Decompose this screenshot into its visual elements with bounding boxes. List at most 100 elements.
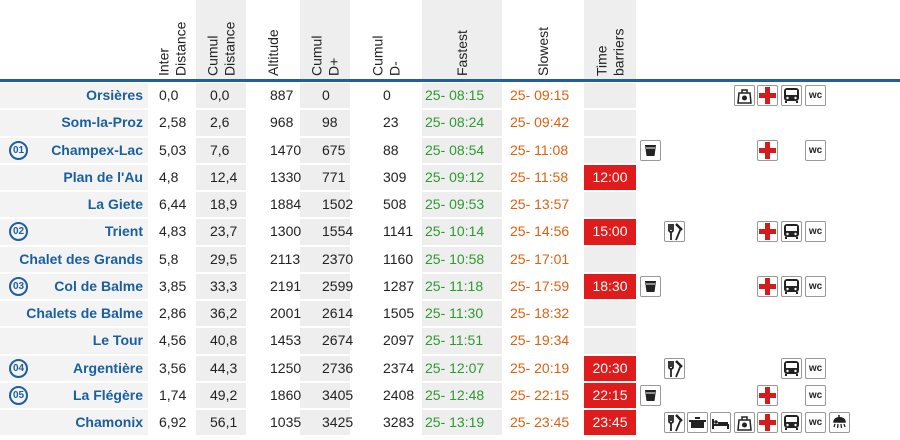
dplus: 2674 [322, 332, 354, 349]
dplus: 3405 [322, 386, 354, 403]
cell-bg [248, 301, 298, 327]
cell-bg [504, 246, 582, 272]
cell-bg [422, 382, 502, 408]
dplus: 2736 [322, 359, 354, 376]
time-barrier: 22:15 [584, 382, 636, 408]
slowest: 25- 14:56 [510, 223, 570, 240]
cell-bg [584, 301, 636, 327]
altitude: 968 [270, 114, 294, 131]
cell-bg [150, 410, 194, 436]
cell-bg [504, 410, 582, 436]
row: 05 La Flégère 1,74 49,2 1860 3405 2408 25- 12:4… [0, 382, 900, 410]
header-rule [0, 79, 900, 82]
icon-bus [781, 412, 802, 433]
icon-bus [781, 275, 802, 297]
fastest: 25- 09:53 [425, 196, 485, 212]
cell-bg [196, 219, 246, 245]
column-header: Slowest [535, 27, 551, 76]
icon-cross [757, 412, 778, 433]
dminus: 1505 [383, 305, 415, 321]
cumul: 23,7 [210, 223, 238, 240]
cell-bg [196, 110, 246, 136]
cell-bg [300, 355, 350, 381]
waypoint-name: Argentière [72, 359, 143, 376]
waypoint-name: Orsières [86, 87, 143, 103]
cell-bg [504, 301, 582, 327]
cell-bg [196, 164, 246, 190]
row: 01 Champex-Lac 5,03 7,6 1470 675 88 25- 08:54 25… [0, 137, 900, 165]
waypoint-name: Trient [104, 223, 143, 240]
row: Orsières 0,0 0,0 887 0 0 25- 08:15 25- 09:15 wc [0, 83, 900, 110]
inter: 4,56 [159, 332, 187, 349]
cell-bg [422, 192, 502, 218]
cell-bg [352, 110, 420, 136]
cell-bg [150, 219, 194, 245]
dminus: 2374 [383, 359, 415, 376]
fastest: 25- 10:58 [425, 250, 485, 267]
time-barrier: 18:30 [584, 273, 636, 299]
cumul: 7,6 [210, 141, 230, 158]
icon-bag [734, 85, 755, 106]
row: Chalets de Balme 2,86 36,2 2001 2614 1505 25- … [0, 301, 900, 328]
cell-bg [584, 83, 636, 109]
dminus: 0 [383, 87, 391, 103]
cumul: 29,5 [210, 250, 238, 267]
cell-bg [504, 83, 582, 109]
altitude: 2001 [270, 305, 302, 321]
column-header: Cumul [370, 36, 386, 76]
cell-bg [352, 164, 420, 190]
cell-bg [196, 246, 246, 272]
cell-bg [352, 382, 420, 408]
cumul: 40,8 [210, 332, 238, 349]
cell-bg [0, 246, 148, 272]
cell-bg [584, 110, 636, 136]
cell-bg [422, 355, 502, 381]
cell-bg [504, 164, 582, 190]
dminus: 3283 [383, 414, 415, 430]
dminus: 88 [383, 141, 399, 158]
column-header: Altitude [265, 29, 281, 76]
slowest: 25- 11:08 [510, 141, 569, 158]
column-header: Cumul [205, 36, 221, 76]
cumul: 18,9 [210, 196, 238, 212]
altitude: 1884 [270, 196, 302, 212]
waypoint-name: Le Tour [92, 332, 143, 349]
cell-bg [352, 192, 420, 218]
waypoint-name: Champex-Lac [51, 141, 143, 158]
row: Le Tour 4,56 40,8 1453 2674 2097 25- 11:51 25- … [0, 328, 900, 355]
dminus: 508 [383, 196, 407, 212]
column-header: Distance [173, 21, 189, 76]
cell-bg [150, 328, 194, 354]
cell-bg [0, 110, 148, 136]
inter: 2,58 [159, 114, 187, 131]
cell-bg [196, 410, 246, 436]
cell-bg [422, 328, 502, 354]
cell-bg [300, 83, 350, 109]
waypoint-badge: 03 [9, 276, 28, 296]
dminus: 2408 [383, 386, 415, 403]
dminus: 1287 [383, 277, 415, 294]
cell-bg [196, 137, 246, 163]
cell-bg [248, 83, 298, 109]
column-header: Cumul [309, 36, 325, 76]
fastest: 25- 11:51 [425, 332, 484, 349]
slowest: 25- 13:57 [510, 196, 570, 212]
altitude: 887 [270, 87, 294, 103]
cell-bg [196, 382, 246, 408]
inter: 1,74 [159, 386, 187, 403]
cumul: 2,6 [210, 114, 230, 131]
cell-bg [248, 164, 298, 190]
dplus: 1502 [322, 196, 354, 212]
cell-bg [504, 192, 582, 218]
waypoint-name: Plan de l'Au [63, 168, 143, 185]
altitude: 2191 [270, 277, 302, 294]
icon-fork [664, 412, 685, 433]
slowest: 25- 09:15 [510, 87, 570, 103]
time-barrier: 23:45 [584, 410, 636, 436]
altitude: 2113 [270, 250, 301, 267]
header-stripe [584, 0, 636, 79]
header-stripe [300, 0, 350, 79]
cell-bg [0, 83, 148, 109]
cell-bg [0, 328, 148, 354]
cell-bg [150, 246, 194, 272]
